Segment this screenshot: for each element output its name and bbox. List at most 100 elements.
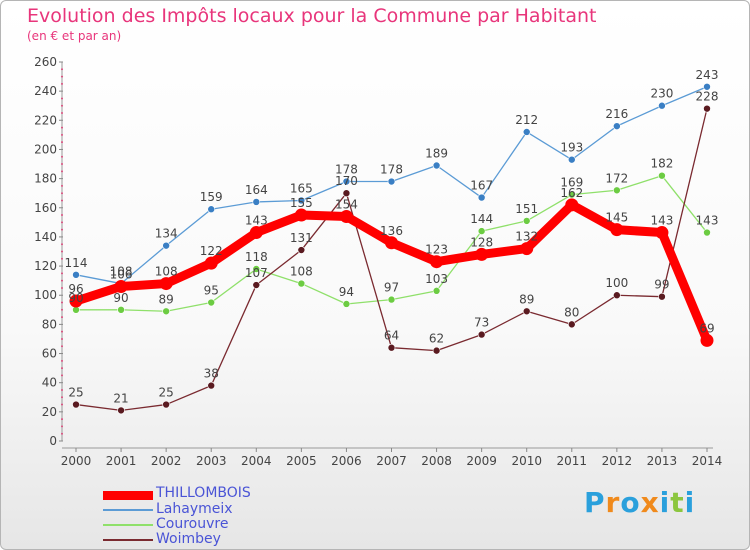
legend-swatch-courouvre — [103, 524, 153, 526]
y-minor-tick — [61, 68, 63, 71]
data-label-woimbey: 38 — [204, 367, 219, 381]
y-minor-tick — [61, 272, 63, 275]
data-label-thillombois: 108 — [155, 265, 178, 279]
data-label-woimbey: 100 — [605, 276, 628, 290]
data-point-woimbey — [207, 381, 216, 390]
data-label-courouvre: 90 — [113, 291, 128, 305]
data-label-woimbey: 21 — [113, 391, 128, 405]
data-label-lahaymeix: 167 — [470, 179, 493, 193]
y-minor-tick — [61, 396, 63, 399]
data-point-courouvre — [432, 287, 441, 295]
data-label-thillombois: 155 — [290, 196, 313, 210]
y-minor-tick — [61, 163, 63, 166]
data-label-woimbey: 89 — [519, 292, 534, 306]
y-minor-tick — [61, 432, 63, 435]
data-label-lahaymeix: 134 — [155, 227, 178, 241]
x-tick-label: 2001 — [106, 454, 137, 468]
y-tick-label: 160 — [34, 201, 57, 215]
data-label-woimbey: 25 — [159, 386, 174, 400]
legend-swatch-thillombois — [103, 491, 153, 500]
x-tick-label: 2007 — [376, 454, 407, 468]
y-tick-label: 60 — [42, 347, 57, 361]
data-point-thillombois — [610, 223, 624, 237]
y-minor-tick — [61, 75, 63, 78]
data-label-courouvre: 118 — [245, 250, 268, 264]
data-label-courouvre: 169 — [560, 176, 583, 190]
data-label-woimbey: 80 — [564, 305, 579, 319]
data-point-thillombois — [294, 208, 308, 222]
data-point-lahaymeix — [72, 271, 80, 279]
y-minor-tick — [61, 133, 63, 136]
data-label-lahaymeix: 212 — [515, 113, 538, 127]
data-point-lahaymeix — [522, 128, 531, 136]
data-point-woimbey — [567, 320, 576, 329]
data-point-woimbey — [658, 292, 666, 301]
data-label-lahaymeix: 165 — [290, 181, 313, 195]
data-point-thillombois — [385, 236, 398, 250]
data-point-thillombois — [655, 226, 669, 240]
x-tick-label: 2004 — [241, 454, 272, 468]
legend-swatch-lahaymeix — [103, 509, 153, 511]
y-minor-tick — [61, 97, 63, 100]
data-label-lahaymeix: 243 — [696, 68, 719, 82]
y-minor-tick — [61, 345, 63, 348]
y-tick-label: 200 — [34, 142, 57, 156]
y-tick-label: 120 — [34, 259, 57, 273]
y-minor-tick — [61, 388, 63, 391]
y-tick-label: 40 — [42, 376, 57, 390]
y-minor-tick — [61, 221, 63, 224]
data-label-lahaymeix: 178 — [335, 163, 358, 177]
data-label-thillombois: 132 — [515, 230, 538, 244]
x-tick-label: 2010 — [511, 454, 542, 468]
data-point-thillombois — [475, 247, 489, 261]
y-minor-tick — [61, 279, 63, 282]
data-label-thillombois: 162 — [560, 186, 583, 200]
data-point-thillombois — [204, 256, 218, 270]
y-minor-tick — [61, 141, 63, 144]
data-point-woimbey — [613, 291, 621, 300]
data-point-lahaymeix — [342, 177, 351, 186]
data-label-thillombois: 69 — [699, 321, 714, 335]
y-tick-label: 260 — [34, 55, 57, 69]
data-label-courouvre: 95 — [204, 284, 219, 298]
y-minor-tick — [61, 82, 63, 85]
logo-letter: o — [620, 486, 641, 519]
data-label-thillombois: 123 — [425, 243, 448, 257]
data-point-lahaymeix — [432, 161, 441, 170]
y-minor-tick — [61, 359, 63, 362]
data-label-courouvre: 89 — [159, 292, 174, 306]
x-tick-label: 2002 — [151, 454, 182, 468]
data-label-woimbey: 73 — [474, 316, 489, 330]
logo-letter: t — [670, 486, 685, 519]
data-label-lahaymeix: 178 — [380, 163, 403, 177]
y-minor-tick — [61, 170, 63, 173]
x-tick-label: 2013 — [647, 454, 678, 468]
data-point-lahaymeix — [387, 177, 396, 186]
proxiti-logo: Proxiti — [584, 486, 695, 519]
data-label-courouvre: 108 — [290, 265, 313, 279]
y-tick-label: 180 — [34, 172, 57, 186]
data-label-woimbey: 228 — [696, 90, 719, 104]
data-label-courouvre: 94 — [339, 285, 354, 299]
y-minor-tick — [61, 330, 63, 333]
chart-title: Evolution des Impôts locaux pour la Comm… — [27, 5, 597, 27]
legend-label-woimbey: Woimbey — [156, 531, 221, 547]
y-minor-tick — [61, 418, 63, 421]
y-minor-tick — [61, 126, 63, 129]
legend-swatch-woimbey — [103, 539, 153, 541]
y-minor-tick — [61, 184, 63, 187]
x-tick-label: 2012 — [602, 454, 633, 468]
y-minor-tick — [61, 214, 63, 217]
data-point-courouvre — [342, 300, 351, 308]
data-point-woimbey — [477, 330, 486, 339]
data-point-courouvre — [207, 298, 216, 307]
logo-letter: x — [640, 486, 660, 519]
data-point-woimbey — [342, 189, 351, 197]
data-point-woimbey — [387, 343, 396, 352]
data-point-lahaymeix — [162, 241, 170, 250]
data-point-woimbey — [703, 104, 711, 113]
y-tick-label: 140 — [34, 230, 57, 244]
data-point-lahaymeix — [658, 101, 666, 110]
